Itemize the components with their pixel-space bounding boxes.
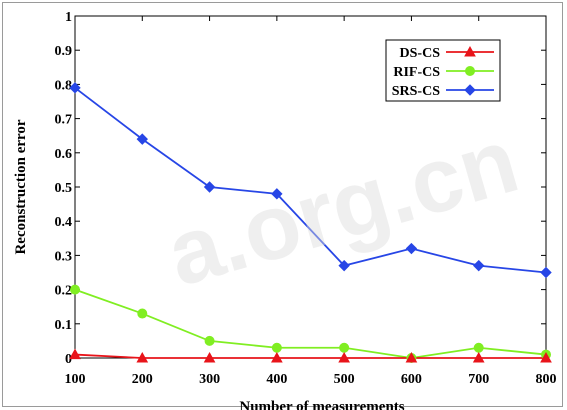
y-tick-label: 0.6 bbox=[55, 147, 73, 162]
y-tick-label: 0.4 bbox=[55, 215, 73, 230]
legend-marker-srs-cs bbox=[464, 84, 476, 96]
data-point-rif-cs bbox=[137, 308, 148, 319]
data-point-rif-cs bbox=[339, 342, 350, 353]
data-point-ds-cs bbox=[136, 351, 149, 363]
data-point-ds-cs bbox=[540, 351, 552, 363]
data-point-ds-cs bbox=[472, 351, 485, 363]
data-point-srs-cs bbox=[203, 181, 216, 193]
legend-marker-rif-cs bbox=[465, 66, 475, 76]
data-point-srs-cs bbox=[540, 266, 552, 279]
series-line-ds-cs bbox=[74, 353, 546, 359]
x-tick-label: 600 bbox=[401, 372, 422, 387]
series-line-srs-cs bbox=[74, 87, 547, 274]
data-point-ds-cs bbox=[69, 348, 81, 360]
data-point-srs-cs bbox=[405, 242, 418, 255]
y-tick-label: 0.8 bbox=[55, 78, 73, 93]
data-point-srs-cs bbox=[271, 188, 283, 200]
y-tick-label: 1 bbox=[65, 10, 72, 25]
data-point-srs-cs bbox=[69, 82, 81, 94]
data-point-ds-cs bbox=[338, 351, 350, 363]
legend-marker-ds-cs bbox=[464, 45, 476, 57]
x-tick-label: 700 bbox=[468, 372, 489, 387]
x-tick-label: 100 bbox=[65, 372, 86, 387]
data-point-srs-cs bbox=[136, 133, 148, 145]
legend: DS-CS RIF-CS SRS-CS bbox=[385, 39, 501, 102]
data-point-rif-cs bbox=[204, 335, 215, 346]
legend-label-srs-cs: SRS-CS bbox=[392, 84, 440, 99]
data-point-ds-cs bbox=[203, 351, 216, 363]
legend-label-rif-cs: RIF-CS bbox=[393, 65, 440, 80]
x-tick-label: 200 bbox=[132, 372, 153, 387]
y-tick-label: 0.5 bbox=[55, 181, 73, 196]
series-line-rif-cs bbox=[74, 288, 547, 359]
data-point-ds-cs bbox=[271, 351, 283, 363]
data-point-ds-cs bbox=[405, 351, 418, 363]
x-tick-label: 500 bbox=[334, 372, 355, 387]
y-axis-title: Reconstruction error bbox=[13, 119, 29, 254]
x-tick-label: 800 bbox=[536, 372, 557, 387]
legend-label-ds-cs: DS-CS bbox=[400, 46, 441, 61]
y-tick-label: 0.3 bbox=[55, 249, 73, 264]
x-tick-label: 400 bbox=[266, 372, 287, 387]
y-tick-label: 0.1 bbox=[55, 318, 73, 333]
x-tick-label: 300 bbox=[199, 372, 220, 387]
data-point-rif-cs bbox=[473, 342, 484, 353]
data-point-rif-cs bbox=[70, 284, 80, 295]
data-point-rif-cs bbox=[271, 342, 282, 353]
y-tick-label: 0.7 bbox=[55, 113, 73, 128]
y-tick-label: 0 bbox=[65, 352, 72, 367]
x-axis-title: Number of measurements bbox=[239, 399, 404, 410]
y-tick-label: 0.2 bbox=[55, 284, 73, 299]
y-tick-label: 0.9 bbox=[55, 44, 73, 59]
data-point-srs-cs bbox=[473, 259, 485, 272]
data-point-srs-cs bbox=[338, 259, 350, 272]
